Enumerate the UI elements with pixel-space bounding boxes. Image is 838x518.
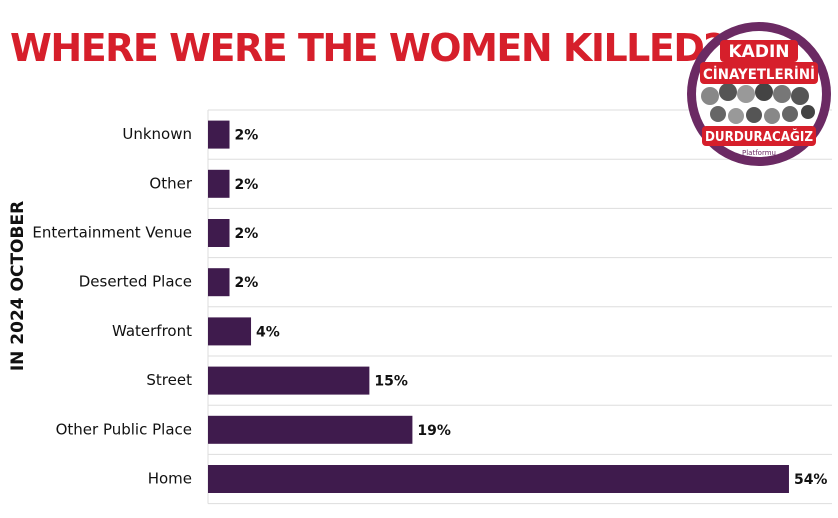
value-label: 2% <box>235 275 259 291</box>
logo-bottom-banner <box>702 126 816 146</box>
chart-title: WHERE WERE THE WOMEN KILLED? <box>10 26 725 70</box>
bar <box>208 366 370 395</box>
bar <box>208 317 252 346</box>
bar <box>208 415 413 444</box>
category-label: Waterfront <box>112 322 192 340</box>
logo-face-collage <box>701 83 815 124</box>
logo-line-1: KADIN <box>729 42 790 62</box>
category-label: Street <box>146 371 192 389</box>
value-label: 2% <box>235 226 259 242</box>
value-label: 19% <box>417 423 451 439</box>
category-label: Unknown <box>122 125 192 143</box>
logo-line-3: DURDURACAĞIZ <box>705 129 813 145</box>
category-label: Other <box>149 174 192 192</box>
value-label: 15% <box>374 374 408 390</box>
category-label: Home <box>148 470 192 488</box>
platform-logo: KADIN CİNAYETLERİNİ DURDURACAĞIZ Platfor… <box>687 22 831 166</box>
category-label: Entertainment Venue <box>32 224 192 242</box>
value-label: 4% <box>256 324 280 340</box>
category-label: Other Public Place <box>56 420 192 438</box>
bar <box>208 465 789 493</box>
category-label: Deserted Place <box>79 273 192 291</box>
value-label: 54% <box>794 472 828 488</box>
logo-second-banner <box>700 62 818 84</box>
logo-line-4: Platformu <box>742 149 776 157</box>
value-label: 2% <box>235 128 259 144</box>
logo-line-2: CİNAYETLERİNİ <box>703 66 815 83</box>
bar <box>208 169 230 198</box>
bar <box>208 120 230 149</box>
bar <box>208 219 230 247</box>
logo-top-banner <box>720 40 798 62</box>
value-label: 2% <box>235 177 259 193</box>
bar <box>208 268 230 297</box>
